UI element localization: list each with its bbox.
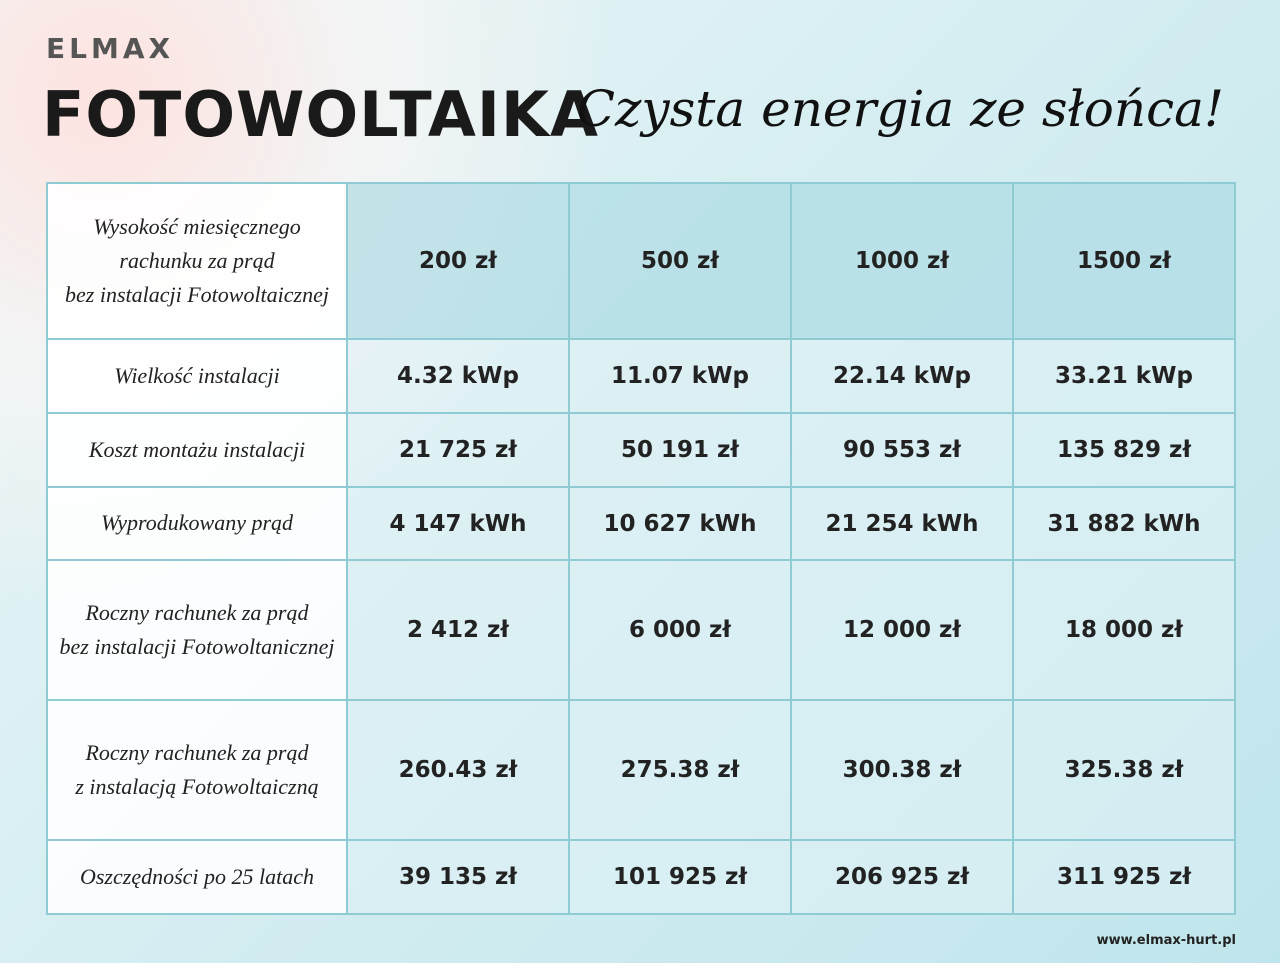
row-label: Roczny rachunek za prąd bez instalacji F… (46, 559, 348, 702)
cell: 311 925 zł (1012, 839, 1236, 915)
cell: 21 254 kWh (790, 485, 1014, 562)
cell: 260.43 zł (346, 699, 570, 842)
table-row: Wysokość miesięcznego rachunku za prąd b… (46, 182, 1236, 340)
cell: 135 829 zł (1012, 411, 1236, 488)
table-row: Roczny rachunek za prąd z instalacją Fot… (46, 699, 1236, 842)
cell: 101 925 zł (568, 839, 792, 915)
table-row: Roczny rachunek za prąd bez instalacji F… (46, 559, 1236, 702)
row-label: Oszczędności po 25 latach (46, 839, 348, 915)
table-row: Oszczędności po 25 latach 39 135 zł 101 92… (46, 839, 1236, 915)
table-row: Wielkość instalacji 4.32 kWp 11.07 kWp 22.1… (46, 338, 1236, 414)
brand: ELMAX (46, 32, 175, 65)
cell: 300.38 zł (790, 699, 1014, 842)
cell: 12 000 zł (790, 559, 1014, 702)
table-row: Koszt montażu instalacji 21 725 zł 50 191 … (46, 411, 1236, 488)
cell: 1000 zł (790, 182, 1014, 340)
slogan: Czysta energia ze słońca! (576, 80, 1224, 138)
cell: 39 135 zł (346, 839, 570, 915)
cell: 325.38 zł (1012, 699, 1236, 842)
row-label: Wielkość instalacji (46, 338, 348, 414)
cell: 500 zł (568, 182, 792, 340)
row-label: Wysokość miesięcznego rachunku za prąd b… (46, 182, 348, 340)
cell: 50 191 zł (568, 411, 792, 488)
cell: 4 147 kWh (346, 485, 570, 562)
cell: 6 000 zł (568, 559, 792, 702)
title: FOTOWOLTAIKA (42, 78, 599, 151)
cell: 1500 zł (1012, 182, 1236, 340)
table-row: Wyprodukowany prąd 4 147 kWh 10 627 kWh 21 … (46, 485, 1236, 562)
cell: 90 553 zł (790, 411, 1014, 488)
cell: 21 725 zł (346, 411, 570, 488)
footer-url: www.elmax-hurt.pl (1096, 933, 1236, 948)
cell: 206 925 zł (790, 839, 1014, 915)
cell: 11.07 kWp (568, 338, 792, 414)
row-label: Koszt montażu instalacji (46, 411, 348, 488)
row-label: Roczny rachunek za prąd z instalacją Fot… (46, 699, 348, 842)
cell: 10 627 kWh (568, 485, 792, 562)
cell: 31 882 kWh (1012, 485, 1236, 562)
cell: 22.14 kWp (790, 338, 1014, 414)
cell: 4.32 kWp (346, 338, 570, 414)
cell: 275.38 zł (568, 699, 792, 842)
cell: 18 000 zł (1012, 559, 1236, 702)
cell: 33.21 kWp (1012, 338, 1236, 414)
cell: 200 zł (346, 182, 570, 340)
comparison-table: Wysokość miesięcznego rachunku za prąd b… (46, 182, 1236, 915)
cell: 2 412 zł (346, 559, 570, 702)
row-label: Wyprodukowany prąd (46, 485, 348, 562)
